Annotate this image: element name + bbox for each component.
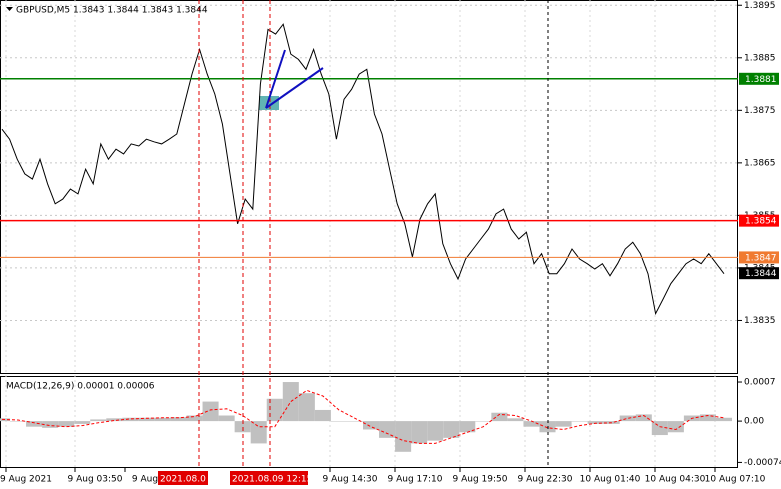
macd-bar xyxy=(491,412,508,422)
macd-bar xyxy=(0,418,11,422)
trend-line xyxy=(265,67,324,109)
macd-bar xyxy=(379,421,396,438)
highlight-label: 2021.08.0 xyxy=(160,475,206,485)
x-tick-label: 9 Aug 17:10 xyxy=(388,475,443,485)
macd-bar xyxy=(298,393,315,422)
macd-bar xyxy=(138,417,155,422)
macd-bar xyxy=(715,417,733,422)
x-tick-label: 10 Aug 07:10 xyxy=(705,475,766,485)
chart-title: GBPUSD,M5 1.3843 1.3844 1.3843 1.3844 xyxy=(16,6,208,16)
level-label: 1.3881 xyxy=(745,75,777,85)
macd-bar xyxy=(427,421,444,441)
macd-bar xyxy=(411,421,428,444)
macd-bar xyxy=(58,421,75,427)
macd-bar xyxy=(218,415,235,422)
y-tick-label: 0.0007 xyxy=(744,378,776,388)
macd-bar xyxy=(330,421,347,422)
signal-line xyxy=(1,389,725,444)
macd-bar xyxy=(26,421,43,427)
level-label-box xyxy=(739,267,779,280)
macd-bar xyxy=(314,409,331,422)
main-panel xyxy=(0,0,738,374)
level-label-box xyxy=(739,72,779,85)
macd-bar xyxy=(74,421,91,424)
macd-bar xyxy=(282,382,299,422)
level-label-box xyxy=(739,251,779,264)
x-tick-label: 9 Aug 19:50 xyxy=(453,475,508,485)
macd-bar xyxy=(186,415,203,422)
macd-bar xyxy=(363,421,380,430)
trend-line xyxy=(265,49,286,109)
y-tick-label: 1.3895 xyxy=(744,1,776,11)
macd-title: MACD(12,26,9) 0.00001 0.00006 xyxy=(6,382,155,392)
macd-bar xyxy=(619,415,636,422)
x-tick-label: 9 Aug 2021 xyxy=(0,475,52,485)
macd-bar xyxy=(154,417,171,422)
macd-bar xyxy=(170,417,187,422)
highlight-label-box xyxy=(230,471,308,485)
macd-bar xyxy=(234,421,251,433)
macd-bar xyxy=(122,417,139,422)
symbol-icon xyxy=(6,7,13,11)
macd-bar xyxy=(651,421,668,436)
macd-bar xyxy=(10,421,27,422)
macd-bar xyxy=(587,421,604,424)
y-tick-label: 1.3885 xyxy=(744,53,776,63)
highlight-label: 2021.08.09 12:15 xyxy=(232,475,312,485)
level-label: 1.3847 xyxy=(745,253,777,263)
zone-box xyxy=(259,96,279,110)
macd-bar xyxy=(475,421,492,422)
level-label-box xyxy=(739,214,779,227)
macd-bar xyxy=(395,421,412,452)
macd-bar xyxy=(507,418,524,422)
macd-bar xyxy=(250,421,267,444)
y-tick-label: 1.3865 xyxy=(744,158,776,168)
y-tick-label: 1.3875 xyxy=(744,106,776,116)
x-tick-label: 9 Aug 03:50 xyxy=(68,475,123,485)
level-label: 1.3854 xyxy=(745,217,777,227)
macd-bar xyxy=(523,421,540,427)
x-tick-label: 9 Aug xyxy=(132,475,158,485)
x-tick-label: 10 Aug 01:40 xyxy=(580,475,641,485)
y-tick-label: 0.00 xyxy=(744,417,764,427)
plot xyxy=(0,23,738,452)
macd-bar xyxy=(555,421,572,427)
x-tick-label: 9 Aug 22:30 xyxy=(518,475,573,485)
y-tick-label: -0.00074 xyxy=(744,458,781,468)
macd-bar xyxy=(635,414,652,422)
macd-bar xyxy=(346,421,363,422)
macd-bar xyxy=(42,421,59,428)
macd-bar xyxy=(667,421,684,433)
x-tick-label: 10 Aug 04:30 xyxy=(645,475,706,485)
macd-bar xyxy=(699,414,716,422)
highlight-label-box xyxy=(158,471,208,485)
macd-bar xyxy=(443,421,460,438)
macd-bar xyxy=(459,421,476,433)
macd-bar xyxy=(202,401,219,422)
price-line xyxy=(1,23,725,316)
y-tick-label: 1.3835 xyxy=(744,316,776,326)
macd-bar xyxy=(571,421,588,422)
macd-bar xyxy=(90,419,107,422)
x-tick-label: 9 Aug 14:30 xyxy=(323,475,378,485)
macd-bar xyxy=(106,418,123,422)
level-label: 1.3844 xyxy=(745,269,777,279)
macd-bar xyxy=(266,398,283,422)
